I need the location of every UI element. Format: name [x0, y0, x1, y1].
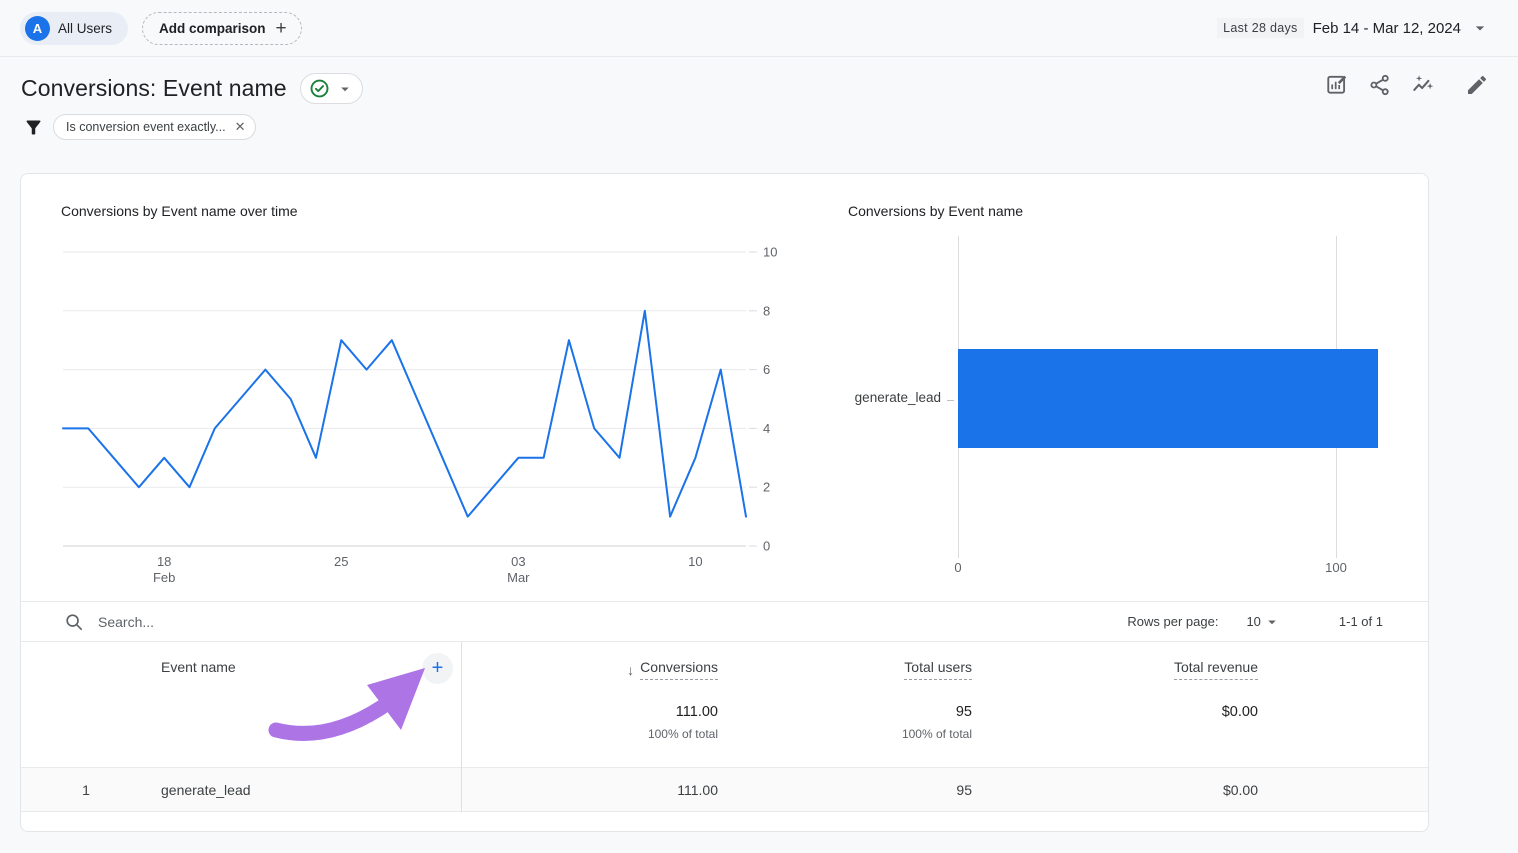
metric-header-total-users: Total users 95 100% of total: [718, 642, 972, 767]
date-range-preset: Last 28 days: [1217, 18, 1303, 38]
add-comparison-label: Add comparison: [159, 21, 266, 36]
segment-avatar: A: [25, 16, 50, 41]
report-status-badge[interactable]: [300, 73, 363, 104]
metric-total: 111.00: [676, 704, 718, 720]
line-chart-title: Conversions by Event name over time: [61, 203, 298, 219]
metric-total: 95: [956, 704, 972, 720]
sort-descending-icon: ↓: [627, 662, 634, 678]
metric-subtext: 100% of total: [648, 727, 718, 741]
dimension-header-event-name: Event name: [161, 659, 236, 675]
metric-label: Total revenue: [1174, 659, 1258, 680]
page-title: Conversions: Event name: [21, 75, 287, 102]
svg-text:6: 6: [763, 362, 770, 377]
svg-text:10: 10: [763, 245, 777, 260]
data-table: Event name + ↓ Conversions 111.00 100% o…: [21, 642, 1428, 812]
table-toolbar: Rows per page: 10 1-1 of 1: [21, 601, 1428, 642]
bar-chart-title: Conversions by Event name: [848, 203, 1023, 219]
bar-axis-label: 100: [1314, 560, 1358, 575]
chevron-down-icon: [336, 80, 354, 98]
filter-chip[interactable]: Is conversion event exactly... ✕: [53, 114, 256, 140]
svg-text:03: 03: [511, 554, 525, 569]
svg-text:2: 2: [763, 480, 770, 495]
bar-category-tick: [947, 400, 954, 401]
svg-text:18: 18: [157, 554, 171, 569]
search-icon: [64, 612, 84, 632]
search-box: [64, 612, 1127, 632]
ga4-conversions-report: A All Users Add comparison + Last 28 day…: [0, 0, 1518, 853]
report-card: Conversions by Event name over time 0 2 4 6…: [20, 173, 1429, 832]
filter-funnel-icon: [23, 117, 44, 138]
svg-text:4: 4: [763, 421, 770, 436]
plus-icon: +: [276, 19, 287, 38]
rows-per-page-label: Rows per page:: [1127, 614, 1218, 629]
line-chart: 0 2 4 6 8 10 18Feb 25 03Mar 10: [61, 236, 801, 591]
report-actions: [1324, 72, 1490, 98]
bar-chart: generate_lead 0 100: [811, 236, 1429, 581]
sort-by-total-users[interactable]: Total users: [904, 659, 972, 680]
chevron-down-icon: [1470, 18, 1490, 38]
add-column-button[interactable]: +: [422, 653, 453, 684]
row-total-revenue: $0.00: [972, 782, 1258, 798]
svg-text:8: 8: [763, 303, 770, 318]
bar-category-label: generate_lead: [811, 390, 941, 405]
report-title-row: Conversions: Event name: [21, 73, 363, 104]
share-button[interactable]: [1367, 72, 1393, 98]
table-row: 1 generate_lead 111.00 95 $0.00: [21, 767, 1428, 812]
pagination-status: 1-1 of 1: [1339, 614, 1383, 629]
sort-by-conversions[interactable]: ↓ Conversions: [627, 659, 718, 680]
check-circle-icon: [309, 78, 330, 99]
row-index: 1: [56, 782, 116, 798]
filter-row: Is conversion event exactly... ✕: [23, 114, 256, 140]
bar-axis-label: 0: [936, 560, 980, 575]
rows-per-page: Rows per page: 10: [1127, 613, 1281, 631]
svg-text:25: 25: [334, 554, 348, 569]
edit-button[interactable]: [1464, 72, 1490, 98]
svg-text:Mar: Mar: [507, 570, 530, 585]
row-event-name: generate_lead: [116, 782, 461, 798]
row-total-users: 95: [718, 782, 972, 798]
svg-text:0: 0: [763, 539, 770, 554]
top-bar: A All Users Add comparison + Last 28 day…: [0, 0, 1518, 57]
customize-report-button[interactable]: [1324, 72, 1350, 98]
add-comparison-chip[interactable]: Add comparison +: [142, 12, 302, 45]
svg-text:10: 10: [688, 554, 702, 569]
date-range-dates: Feb 14 - Mar 12, 2024: [1313, 20, 1461, 37]
sort-by-total-revenue[interactable]: Total revenue: [1174, 659, 1258, 680]
metric-label: Conversions: [640, 659, 718, 680]
metric-header-total-revenue: Total revenue $0.00: [972, 642, 1258, 767]
column-divider: [461, 642, 462, 812]
insights-button[interactable]: [1410, 72, 1436, 98]
table-header: Event name + ↓ Conversions 111.00 100% o…: [21, 642, 1428, 767]
filter-remove-icon[interactable]: ✕: [235, 119, 246, 135]
metric-label: Total users: [904, 659, 972, 680]
row-conversions: 111.00: [461, 782, 718, 798]
bar-generate-lead: [958, 349, 1378, 448]
metric-total: $0.00: [1222, 704, 1258, 720]
rows-per-page-value[interactable]: 10: [1246, 614, 1260, 629]
chevron-down-icon[interactable]: [1263, 613, 1281, 631]
all-users-segment-chip[interactable]: A All Users: [20, 12, 128, 45]
segment-label: All Users: [58, 21, 112, 36]
date-range-selector[interactable]: Last 28 days Feb 14 - Mar 12, 2024: [1217, 18, 1490, 38]
metric-subtext: 100% of total: [902, 727, 972, 741]
search-input[interactable]: [98, 614, 398, 630]
metric-header-conversions: ↓ Conversions 111.00 100% of total: [461, 642, 718, 767]
filter-chip-label: Is conversion event exactly...: [66, 120, 226, 134]
svg-text:Feb: Feb: [153, 570, 175, 585]
